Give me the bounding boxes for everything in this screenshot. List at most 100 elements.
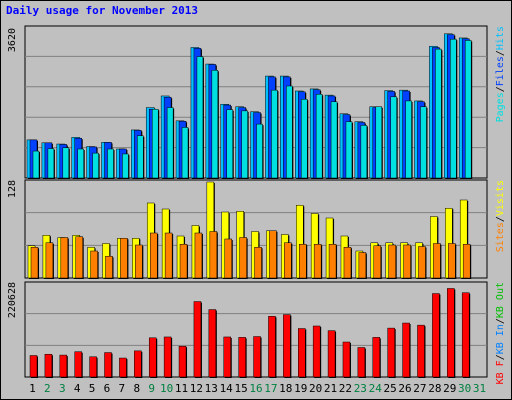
day-label-9: 9 — [148, 382, 155, 395]
bar-sites-day-7 — [120, 238, 128, 279]
bar-kbf-day-12 — [193, 301, 202, 378]
bar-kbf-day-9 — [148, 337, 157, 378]
bar-pages-day-19 — [301, 99, 308, 179]
bar-kbf-day-5 — [89, 356, 97, 378]
bar-sites-day-22 — [343, 247, 352, 279]
day-label-22: 22 — [338, 382, 353, 395]
day-label-23: 23 — [353, 382, 367, 395]
bar-pages-day-7 — [122, 153, 129, 179]
legend-sites: Sites — [495, 222, 506, 253]
bar-sites-day-18 — [284, 242, 292, 279]
bar-kbf-day-23 — [357, 347, 366, 378]
bar-pages-day-3 — [62, 147, 70, 179]
bar-kbf-day-8 — [134, 350, 142, 378]
bar-sites-day-16 — [254, 247, 262, 279]
day-label-24: 24 — [368, 382, 382, 395]
bar-kbf-day-19 — [298, 328, 306, 378]
day-label-21: 21 — [323, 382, 338, 395]
hits-max-label: 3620 — [7, 28, 18, 53]
chart-title: Daily usage for November 2013 — [6, 4, 199, 17]
bar-sites-day-23 — [358, 252, 367, 279]
bar-pages-day-29 — [450, 38, 457, 179]
day-label-19: 19 — [294, 382, 308, 395]
bar-sites-day-20 — [313, 244, 322, 279]
bar-pages-day-28 — [435, 48, 442, 179]
bar-pages-day-9 — [151, 108, 159, 179]
bar-sites-day-2 — [45, 242, 54, 279]
legend-kbout: KB Out — [495, 282, 506, 319]
day-label-25: 25 — [383, 382, 397, 395]
bar-kbf-day-15 — [238, 337, 246, 378]
day-label-15: 15 — [234, 382, 248, 395]
bar-sites-day-17 — [269, 230, 277, 279]
bar-pages-day-18 — [286, 85, 293, 179]
day-label-1: 1 — [29, 382, 36, 395]
bar-kbf-day-16 — [253, 336, 261, 378]
bar-kbf-day-2 — [44, 353, 53, 378]
day-label-28: 28 — [428, 382, 442, 395]
legend-kbf: KB F — [495, 360, 506, 385]
day-label-31: 31 — [472, 382, 487, 395]
bar-sites-day-19 — [299, 244, 307, 279]
day-label-5: 5 — [88, 382, 96, 395]
bar-pages-day-13 — [211, 70, 219, 179]
bar-pages-day-11 — [181, 127, 189, 179]
bar-kbf-day-21 — [327, 330, 336, 378]
day-label-17: 17 — [264, 382, 278, 395]
bar-kbf-day-25 — [387, 327, 395, 378]
bar-kbf-day-1 — [29, 355, 38, 378]
bar-pages-day-16 — [256, 123, 263, 179]
day-label-12: 12 — [189, 382, 203, 395]
bar-kbf-day-4 — [74, 351, 82, 378]
bar-pages-day-6 — [107, 148, 114, 179]
bar-kbf-day-29 — [447, 288, 455, 378]
visits-max-label: 128 — [7, 180, 18, 199]
kbytes-legend: KB F/KB In/KB Out — [495, 282, 506, 385]
bar-kbf-day-17 — [268, 316, 276, 378]
bar-sites-day-15 — [239, 237, 247, 279]
bar-sites-day-14 — [224, 238, 232, 279]
bar-pages-day-30 — [464, 40, 472, 179]
day-label-4: 4 — [73, 382, 81, 395]
day-label-16: 16 — [249, 382, 263, 395]
bar-pages-day-10 — [166, 107, 174, 179]
bar-sites-day-27 — [418, 246, 426, 279]
bar-sites-day-21 — [328, 244, 337, 279]
bar-kbf-day-3 — [59, 354, 68, 378]
bar-sites-day-29 — [448, 243, 456, 279]
bar-pages-day-14 — [226, 109, 233, 179]
bar-sites-day-24 — [373, 245, 382, 279]
bar-pages-day-20 — [315, 94, 323, 179]
bar-kbf-day-7 — [119, 357, 127, 378]
legend-pages: Pages — [495, 92, 506, 123]
bar-pages-day-8 — [137, 135, 144, 179]
bar-sites-day-6 — [105, 256, 113, 279]
hits-legend: Pages/Files/Hits — [495, 26, 506, 123]
bar-kbf-day-26 — [402, 322, 410, 378]
day-label-2: 2 — [44, 382, 51, 395]
legend-files: Files — [495, 56, 506, 87]
bar-kbf-day-27 — [417, 324, 425, 378]
bar-kbf-day-30 — [461, 292, 470, 378]
day-label-18: 18 — [279, 382, 293, 395]
bar-pages-day-24 — [375, 106, 383, 179]
bar-pages-day-17 — [271, 89, 278, 179]
day-label-14: 14 — [219, 382, 233, 395]
legend-visits: Visits — [495, 180, 506, 217]
bar-pages-day-23 — [360, 125, 368, 179]
day-label-20: 20 — [308, 382, 323, 395]
bar-pages-day-1 — [32, 150, 40, 179]
day-label-30: 30 — [458, 382, 472, 395]
bar-sites-day-26 — [403, 244, 411, 279]
bar-kbf-day-10 — [163, 336, 172, 378]
bar-sites-day-9 — [149, 232, 158, 279]
day-label-3: 3 — [58, 382, 66, 395]
bar-sites-day-13 — [209, 231, 218, 279]
day-label-29: 29 — [443, 382, 457, 395]
bar-pages-day-21 — [330, 101, 338, 179]
bar-kbf-day-11 — [178, 345, 187, 378]
bar-sites-day-11 — [179, 244, 188, 279]
bar-kbf-day-20 — [312, 325, 321, 378]
day-label-13: 13 — [204, 382, 218, 395]
